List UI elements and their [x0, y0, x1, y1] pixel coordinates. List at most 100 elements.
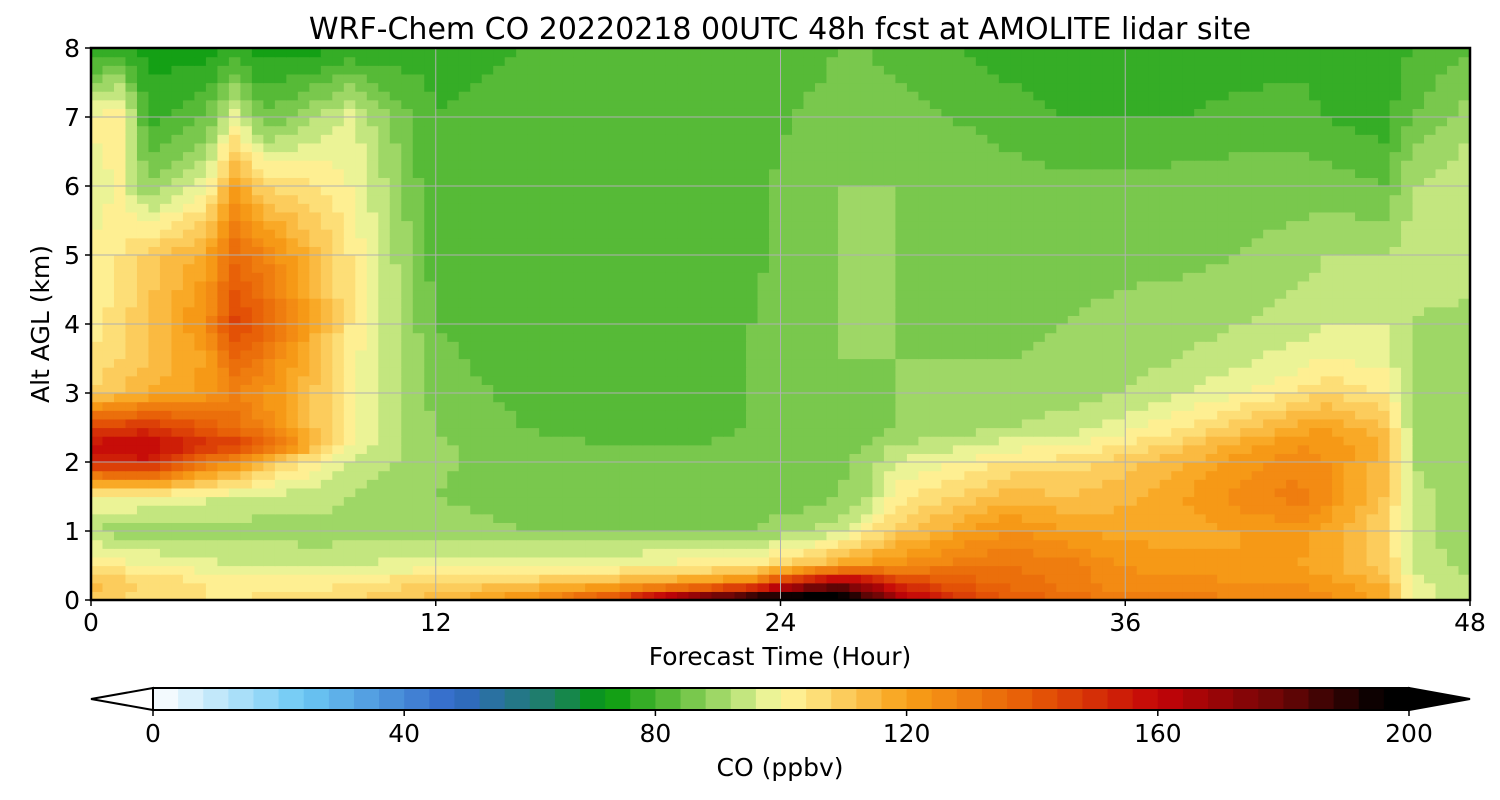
heatmap-cell	[826, 556, 839, 567]
heatmap-cell	[1309, 444, 1322, 454]
heatmap-cell	[550, 246, 563, 256]
heatmap-cell	[895, 401, 908, 411]
heatmap-cell	[504, 444, 517, 454]
heatmap-cell	[1125, 315, 1138, 325]
heatmap-cell	[1286, 513, 1299, 523]
heatmap-cell	[952, 324, 965, 334]
heatmap-cell	[906, 410, 919, 420]
heatmap-cell	[493, 401, 506, 411]
heatmap-cell	[1010, 384, 1023, 394]
heatmap-cell	[642, 401, 655, 411]
heatmap-cell	[677, 522, 690, 532]
heatmap-cell	[194, 358, 207, 368]
heatmap-cell	[1435, 401, 1448, 411]
heatmap-cell	[458, 306, 471, 316]
heatmap-cell	[205, 418, 219, 429]
heatmap-cell	[1320, 401, 1333, 411]
heatmap-cell	[91, 496, 104, 506]
heatmap-cell	[1412, 298, 1425, 308]
heatmap-cell	[1389, 289, 1402, 299]
heatmap-cell	[573, 591, 586, 601]
heatmap-cell	[677, 401, 690, 411]
heatmap-cell	[1079, 539, 1092, 549]
heatmap-cell	[1309, 401, 1322, 411]
heatmap-cell	[435, 246, 448, 256]
heatmap-cell	[1159, 462, 1172, 472]
heatmap-cell	[998, 358, 1011, 368]
heatmap-cell	[378, 436, 391, 446]
heatmap-cell	[1113, 496, 1126, 506]
heatmap-cell	[102, 263, 115, 273]
heatmap-cell	[562, 289, 575, 299]
heatmap-cell	[1194, 470, 1207, 480]
heatmap-cell	[136, 367, 150, 377]
heatmap-cell	[539, 513, 552, 523]
heatmap-cell	[194, 375, 207, 385]
heatmap-cell	[205, 255, 219, 265]
heatmap-cell	[470, 272, 483, 282]
heatmap-cell	[1263, 332, 1276, 342]
heatmap-cell	[1217, 384, 1230, 394]
heatmap-cell	[251, 574, 264, 584]
heatmap-cell	[1274, 565, 1287, 575]
heatmap-cell	[481, 280, 494, 291]
heatmap-cell	[895, 280, 908, 291]
heatmap-cell	[470, 531, 483, 541]
heatmap-cell	[366, 531, 379, 541]
heatmap-cell	[1412, 505, 1425, 515]
heatmap-cell	[251, 479, 264, 489]
heatmap-cell	[1010, 349, 1023, 360]
heatmap-cell	[941, 565, 954, 575]
heatmap-cell	[1274, 436, 1287, 446]
heatmap-cell	[562, 470, 575, 480]
heatmap-cell	[263, 341, 276, 351]
heatmap-cell	[343, 324, 356, 334]
heatmap-cell	[1148, 462, 1161, 472]
heatmap-cell	[952, 280, 965, 291]
heatmap-cell	[1056, 522, 1069, 532]
heatmap-cell	[1136, 496, 1149, 506]
heatmap-cell	[608, 556, 621, 567]
heatmap-cell	[366, 367, 379, 377]
heatmap-cell	[1102, 582, 1115, 592]
heatmap-cell	[918, 280, 931, 291]
heatmap-cell	[998, 487, 1011, 498]
heatmap-cell	[573, 358, 586, 368]
heatmap-cell	[837, 591, 851, 601]
heatmap-cell	[1447, 393, 1460, 403]
heatmap-cell	[389, 565, 402, 575]
heatmap-cell	[251, 306, 264, 316]
heatmap-cell	[1447, 487, 1460, 498]
heatmap-cell	[91, 574, 104, 584]
heatmap-cell	[895, 496, 908, 506]
heatmap-cell	[527, 479, 540, 489]
heatmap-cell	[1458, 341, 1471, 351]
heatmap-cell	[1297, 539, 1310, 549]
heatmap-cell	[1435, 462, 1448, 472]
heatmap-cell	[1090, 548, 1103, 558]
heatmap-cell	[1159, 384, 1172, 394]
heatmap-cell	[1297, 367, 1310, 377]
heatmap-cell	[1274, 401, 1287, 411]
heatmap-cell	[378, 453, 391, 463]
heatmap-cell	[286, 418, 299, 429]
heatmap-cell	[1021, 289, 1034, 299]
heatmap-cell	[1033, 393, 1046, 403]
heatmap-cell	[1424, 548, 1437, 558]
heatmap-cell	[228, 401, 241, 411]
heatmap-cell	[1217, 332, 1230, 342]
heatmap-cell	[941, 272, 954, 282]
heatmap-cell	[470, 298, 483, 308]
heatmap-cell	[527, 401, 540, 411]
heatmap-cell	[998, 272, 1011, 282]
heatmap-cell	[826, 591, 839, 601]
heatmap-cell	[1113, 591, 1126, 601]
heatmap-cell	[1079, 367, 1092, 377]
heatmap-cell	[424, 556, 437, 567]
heatmap-cell	[1320, 263, 1333, 273]
heatmap-cell	[1366, 496, 1379, 506]
heatmap-cell	[746, 306, 759, 316]
heatmap-cell	[343, 462, 356, 472]
heatmap-cell	[1424, 358, 1437, 368]
heatmap-cell	[895, 358, 908, 368]
